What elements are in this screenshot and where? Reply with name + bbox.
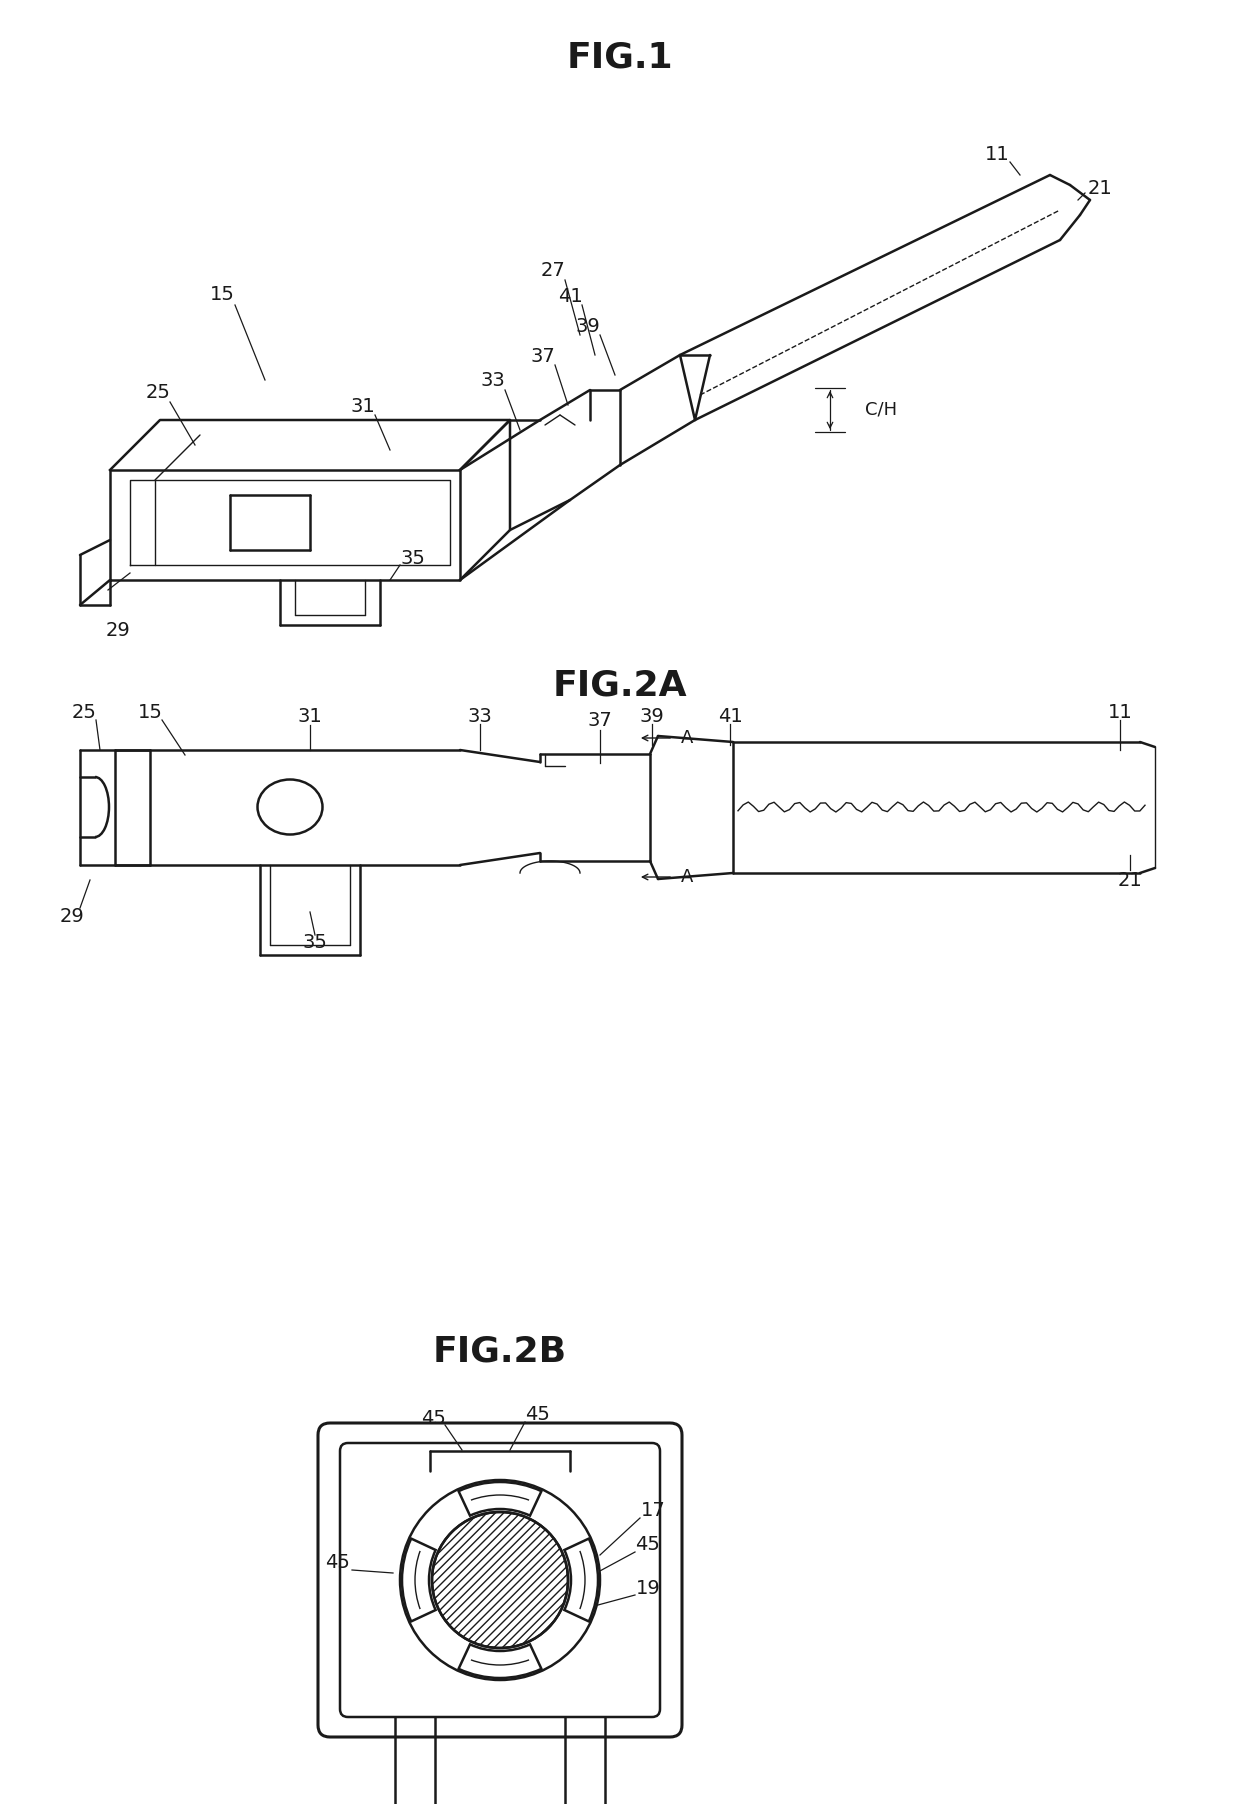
Text: 31: 31 bbox=[351, 397, 376, 415]
Text: 27: 27 bbox=[541, 260, 565, 280]
Text: 37: 37 bbox=[531, 346, 556, 366]
Circle shape bbox=[401, 1479, 600, 1680]
Text: 15: 15 bbox=[210, 285, 234, 305]
Text: 25: 25 bbox=[72, 702, 97, 722]
Text: 45: 45 bbox=[326, 1553, 351, 1573]
Circle shape bbox=[432, 1512, 568, 1649]
Text: A: A bbox=[681, 868, 693, 886]
Text: 41: 41 bbox=[718, 707, 743, 725]
Text: 17: 17 bbox=[641, 1501, 666, 1521]
Text: 11: 11 bbox=[985, 146, 1009, 164]
Text: 19: 19 bbox=[636, 1578, 661, 1598]
Wedge shape bbox=[459, 1483, 542, 1515]
Text: FIG.2A: FIG.2A bbox=[553, 667, 687, 702]
Text: 21: 21 bbox=[1087, 179, 1112, 197]
Text: 35: 35 bbox=[303, 933, 327, 953]
Text: 45: 45 bbox=[636, 1535, 661, 1555]
Text: C/H: C/H bbox=[866, 400, 897, 419]
Text: A: A bbox=[681, 729, 693, 747]
Text: 35: 35 bbox=[401, 548, 425, 568]
FancyBboxPatch shape bbox=[317, 1423, 682, 1737]
Wedge shape bbox=[564, 1539, 598, 1622]
Text: FIG.2B: FIG.2B bbox=[433, 1335, 567, 1369]
Text: 11: 11 bbox=[1107, 702, 1132, 722]
FancyBboxPatch shape bbox=[340, 1443, 660, 1717]
Text: 45: 45 bbox=[420, 1409, 445, 1427]
Text: FIG.1: FIG.1 bbox=[567, 41, 673, 76]
Text: 21: 21 bbox=[1117, 871, 1142, 889]
Text: 25: 25 bbox=[145, 384, 170, 402]
Text: 15: 15 bbox=[138, 702, 162, 722]
Text: 33: 33 bbox=[467, 707, 492, 725]
Wedge shape bbox=[402, 1539, 435, 1622]
Text: 37: 37 bbox=[588, 711, 613, 731]
Text: 29: 29 bbox=[105, 621, 130, 639]
Text: 39: 39 bbox=[575, 316, 600, 336]
Text: 41: 41 bbox=[558, 287, 583, 305]
Text: 39: 39 bbox=[640, 707, 665, 725]
Text: 29: 29 bbox=[60, 906, 84, 925]
Wedge shape bbox=[459, 1645, 542, 1678]
Ellipse shape bbox=[258, 779, 322, 835]
Text: 33: 33 bbox=[481, 370, 506, 390]
Text: 31: 31 bbox=[298, 707, 322, 725]
Text: 45: 45 bbox=[526, 1405, 551, 1425]
